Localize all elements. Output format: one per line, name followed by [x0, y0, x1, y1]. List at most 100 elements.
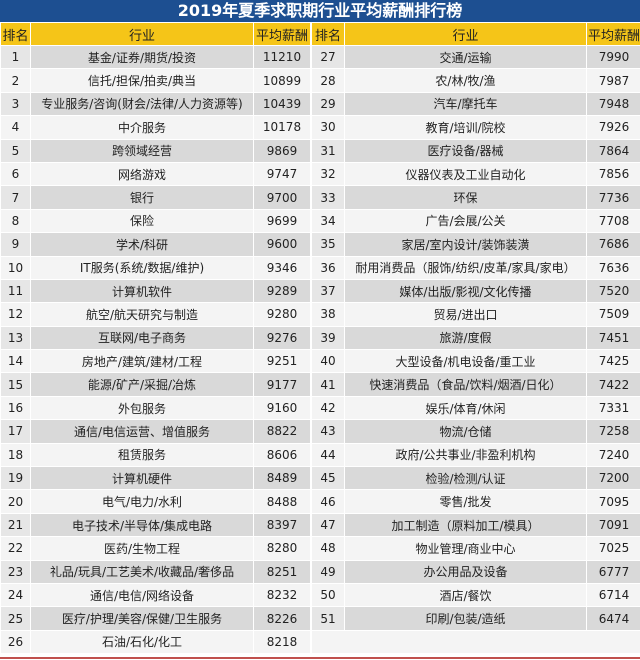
table-row: 26 石油/石化/化工 8218: [0, 629, 311, 655]
salary-cell: 7258: [586, 419, 640, 444]
rank-cell: 24: [0, 582, 31, 608]
industry-cell: 医药/生物工程: [30, 536, 254, 561]
salary-cell: 7686: [586, 232, 640, 257]
industry-cell: 通信/电信运营、增值服务: [30, 419, 254, 444]
rank-cell: 37: [311, 278, 345, 304]
salary-cell: 7987: [586, 68, 640, 93]
industry-cell: 保险: [30, 208, 254, 234]
salary-cell: 10899: [253, 68, 311, 93]
rank-cell: 18: [0, 442, 31, 468]
rank-cell: 16: [0, 395, 31, 421]
table-row: 27 交通/运输 7990: [311, 44, 640, 70]
rank-cell: 41: [311, 372, 345, 397]
table-row: 36 耐用消费品（服饰/纺织/皮革/家具/家电） 7636: [311, 255, 640, 280]
table-row: 12 航空/航天研究与制造 9280: [0, 302, 311, 327]
table-row: 22 医药/生物工程 8280: [0, 536, 311, 561]
table-row: 43 物流/仓储 7258: [311, 419, 640, 444]
table-row: 6 网络游戏 9747: [0, 161, 311, 187]
salary-cell: 9869: [253, 138, 311, 163]
salary-cell: 7864: [586, 138, 640, 163]
rank-cell: 32: [311, 161, 345, 187]
table-row: 38 贸易/进出口 7509: [311, 302, 640, 327]
empty-row: [311, 629, 640, 655]
industry-cell: 零售/批发: [344, 489, 587, 514]
rank-cell: 26: [0, 629, 31, 655]
ranking-table-left: 排名 行业 平均薪酬 1 基金/证券/期货/投资 11210 2 信托/担保/拍卖/典当…: [0, 22, 311, 655]
industry-cell: 环保: [344, 185, 587, 210]
salary-cell: 6777: [586, 559, 640, 584]
table-row: 19 计算机硬件 8489: [0, 466, 311, 491]
salary-cell: 7095: [586, 489, 640, 514]
salary-cell: 8232: [253, 582, 311, 608]
rank-cell: 35: [311, 232, 345, 257]
rank-cell: 6: [0, 161, 31, 187]
salary-cell: 9177: [253, 372, 311, 397]
salary-cell: 7025: [586, 536, 640, 561]
table-row: 11 计算机软件 9289: [0, 278, 311, 304]
table-row: 34 广告/会展/公关 7708: [311, 208, 640, 234]
table-row: 40 大型设备/机电设备/重工业 7425: [311, 349, 640, 374]
table-row: 33 环保 7736: [311, 185, 640, 210]
table-row: 7 银行 9700: [0, 185, 311, 210]
salary-cell: 9276: [253, 325, 311, 351]
bottom-divider: [0, 657, 640, 659]
industry-cell: 石油/石化/化工: [30, 629, 254, 655]
rank-cell: 30: [311, 115, 345, 140]
rank-cell: 44: [311, 442, 345, 468]
salary-cell: 8280: [253, 536, 311, 561]
industry-cell: 礼品/玩具/工艺美术/收藏品/奢侈品: [30, 559, 254, 584]
rank-cell: 51: [311, 606, 345, 631]
industry-cell: 检验/检测/认证: [344, 466, 587, 491]
industry-cell: 加工制造（原料加工/模具）: [344, 512, 587, 538]
industry-cell: 电气/电力/水利: [30, 489, 254, 514]
industry-cell: 教育/培训/院校: [344, 115, 587, 140]
rank-cell: 40: [311, 349, 345, 374]
table-row: 5 跨领域经营 9869: [0, 138, 311, 163]
table-row: 16 外包服务 9160: [0, 395, 311, 421]
rank-cell: 8: [0, 208, 31, 234]
table-row: 4 中介服务 10178: [0, 115, 311, 140]
industry-cell: 酒店/餐饮: [344, 582, 587, 608]
table-row: 24 通信/电信/网络设备 8232: [0, 582, 311, 608]
table-row: 31 医疗设备/器械 7864: [311, 138, 640, 163]
table-row: 2 信托/担保/拍卖/典当 10899: [0, 68, 311, 93]
industry-cell: 房地产/建筑/建材/工程: [30, 349, 254, 374]
rank-cell: 17: [0, 419, 31, 444]
rank-cell: 43: [311, 419, 345, 444]
industry-cell: 物业管理/商业中心: [344, 536, 587, 561]
industry-cell: 印刷/包装/造纸: [344, 606, 587, 631]
table-row: 17 通信/电信运营、增值服务 8822: [0, 419, 311, 444]
table-row: 35 家居/室内设计/装饰装潢 7686: [311, 232, 640, 257]
table-row: 49 办公用品及设备 6777: [311, 559, 640, 584]
salary-cell: 8218: [253, 629, 311, 655]
rank-cell: 21: [0, 512, 31, 538]
salary-cell: 7451: [586, 325, 640, 351]
industry-cell: 计算机软件: [30, 278, 254, 304]
salary-cell: 9160: [253, 395, 311, 421]
rank-cell: 19: [0, 466, 31, 491]
table-row: 14 房地产/建筑/建材/工程 9251: [0, 349, 311, 374]
table-row: 41 快速消费品（食品/饮料/烟酒/日化） 7422: [311, 372, 640, 397]
rank-cell: 28: [311, 68, 345, 93]
rank-cell: 25: [0, 606, 31, 631]
salary-cell: 10178: [253, 115, 311, 140]
header-industry: 行业: [344, 22, 587, 46]
salary-cell: 11210: [253, 44, 311, 70]
salary-cell: 7856: [586, 161, 640, 187]
salary-cell: 8489: [253, 466, 311, 491]
salary-cell: 9251: [253, 349, 311, 374]
salary-cell: 9699: [253, 208, 311, 234]
rank-cell: 47: [311, 512, 345, 538]
table-row: 29 汽车/摩托车 7948: [311, 91, 640, 117]
header-salary: 平均薪酬: [253, 22, 311, 46]
table-row: 46 零售/批发 7095: [311, 489, 640, 514]
salary-cell: 7509: [586, 302, 640, 327]
header-rank: 排名: [311, 22, 345, 46]
table-row: 13 互联网/电子商务 9276: [0, 325, 311, 351]
salary-cell: 7425: [586, 349, 640, 374]
table-row: 47 加工制造（原料加工/模具） 7091: [311, 512, 640, 538]
industry-cell: 租赁服务: [30, 442, 254, 468]
table-row: 32 仪器仪表及工业自动化 7856: [311, 161, 640, 187]
rank-cell: 38: [311, 302, 345, 327]
industry-cell: 信托/担保/拍卖/典当: [30, 68, 254, 93]
